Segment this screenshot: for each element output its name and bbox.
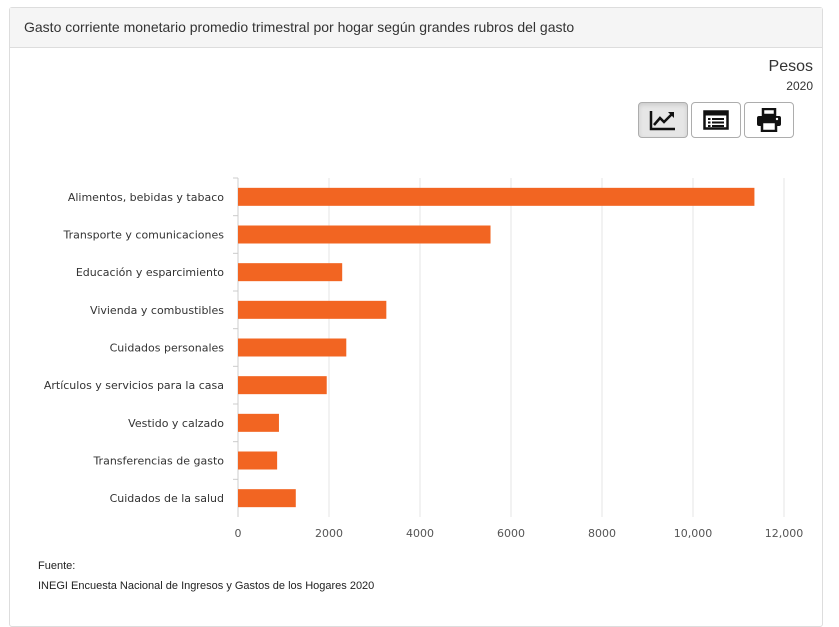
bar[interactable] — [238, 489, 296, 508]
bar[interactable] — [238, 187, 755, 206]
bar[interactable] — [238, 451, 278, 470]
category-label: Educación y esparcimiento — [76, 266, 224, 279]
category-label: Transferencias de gasto — [92, 455, 224, 468]
bar[interactable] — [238, 300, 387, 319]
category-label: Alimentos, bebidas y tabaco — [68, 191, 224, 204]
unit-name: Pesos — [768, 58, 813, 75]
bar[interactable] — [238, 376, 327, 395]
category-label: Cuidados personales — [110, 342, 225, 355]
x-tick-label: 2000 — [315, 527, 343, 540]
bar[interactable] — [238, 263, 343, 282]
panel-title: Gasto corriente monetario promedio trime… — [10, 8, 822, 48]
print-button[interactable] — [744, 102, 794, 138]
bar[interactable] — [238, 225, 491, 244]
category-label: Cuidados de la salud — [110, 492, 224, 505]
x-tick-label: 10,000 — [674, 527, 713, 540]
chart-view-button[interactable] — [638, 102, 688, 138]
unit-year: 2020 — [786, 79, 813, 93]
category-label: Vivienda y combustibles — [90, 304, 224, 317]
bar[interactable] — [238, 413, 279, 432]
table-list-icon — [703, 110, 729, 130]
bar-chart: 0 2000 4000 6000 8000 10,000 12,000 Alimentos, … — [44, 177, 804, 540]
x-tick-label: 8000 — [588, 527, 616, 540]
bar[interactable] — [238, 338, 347, 357]
table-view-button[interactable] — [691, 102, 741, 138]
source-text: INEGI Encuesta Nacional de Ingresos y Ga… — [38, 580, 375, 592]
printer-icon — [757, 108, 781, 132]
line-chart-icon — [649, 111, 675, 131]
category-label: Vestido y calzado — [128, 417, 224, 430]
category-label: Artículos y servicios para la casa — [44, 379, 224, 392]
unit-label: Pesos 2020 — [769, 58, 813, 93]
x-tick-label: 12,000 — [765, 527, 804, 540]
x-tick-label: 4000 — [406, 527, 434, 540]
x-tick-label: 6000 — [497, 527, 525, 540]
category-label: Transporte y comunicaciones — [63, 229, 225, 242]
source-label: Fuente: — [38, 560, 76, 572]
x-tick-label: 0 — [235, 527, 242, 540]
